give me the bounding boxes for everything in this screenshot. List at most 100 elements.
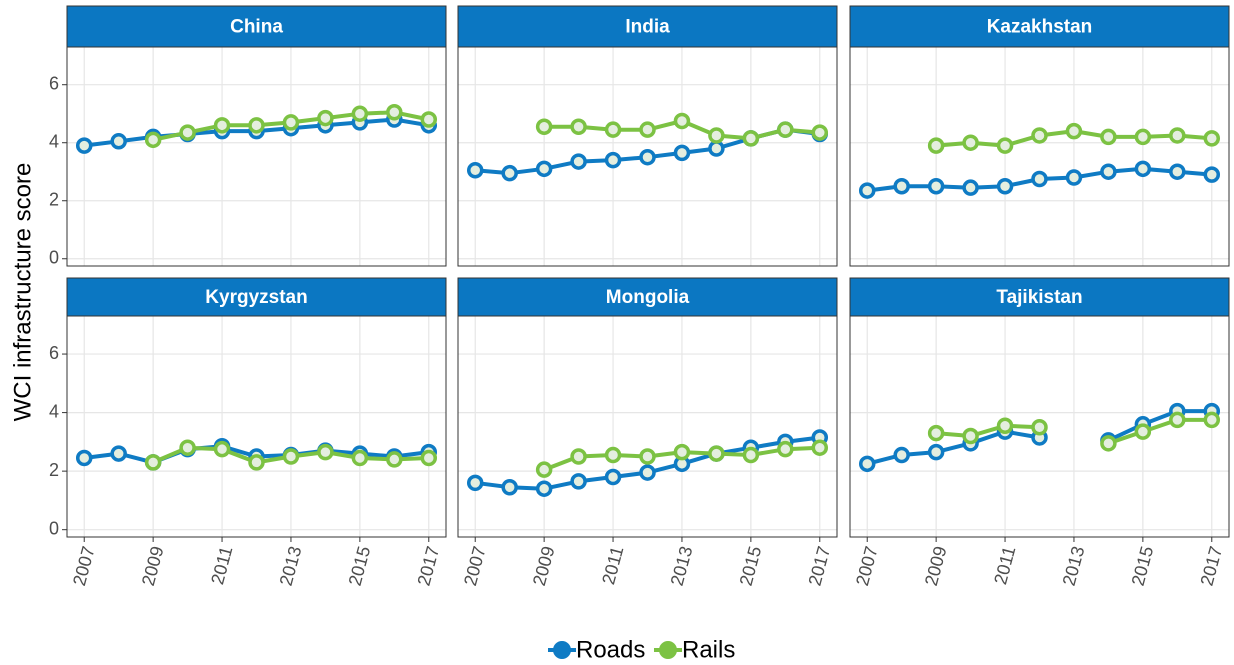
data-point: [420, 449, 438, 467]
data-point: [1100, 435, 1117, 452]
data-point: [1031, 170, 1048, 188]
data-point: [386, 104, 403, 121]
data-point: [604, 121, 622, 138]
data-point: [466, 162, 484, 179]
data-point: [1031, 127, 1048, 144]
data-point: [144, 454, 162, 471]
x-tick-label: 2011: [207, 544, 236, 587]
data-point: [777, 121, 794, 138]
data-point: [639, 464, 656, 481]
data-point: [927, 177, 945, 195]
data-point: [1031, 418, 1048, 436]
y-tick-label: 2: [49, 460, 59, 480]
data-point: [248, 454, 265, 471]
data-point: [386, 451, 403, 468]
data-point: [927, 443, 945, 461]
x-tick-label: 2011: [990, 544, 1019, 587]
facet-title: Mongolia: [606, 287, 690, 308]
x-tick-label: 2009: [529, 544, 559, 588]
facet-strip: [457, 5, 838, 48]
data-point: [179, 439, 196, 456]
data-point: [282, 448, 300, 465]
x-tick-label: 2017: [805, 544, 835, 588]
x-tick-label: 2015: [736, 544, 766, 588]
panel-background: [850, 47, 1229, 266]
y-tick-label: 6: [49, 73, 59, 93]
data-point: [1169, 411, 1186, 429]
y-tick-label: 4: [49, 401, 59, 421]
facet-strip: [66, 5, 447, 48]
data-point: [927, 424, 945, 442]
data-point: [962, 134, 979, 151]
x-tick-label: 2015: [1128, 544, 1158, 588]
data-point: [1100, 128, 1117, 146]
data-point: [570, 448, 587, 465]
series-line: [935, 417, 1212, 446]
data-point: [996, 417, 1014, 435]
x-tick-label: 2007: [460, 544, 490, 588]
data-point: [213, 440, 231, 458]
facet-title: China: [230, 17, 283, 38]
facet-strip: [849, 277, 1230, 317]
data-point: [535, 160, 553, 178]
x-tick-label: 2017: [1197, 544, 1227, 588]
x-tick-label: 2013: [276, 544, 306, 588]
data-point: [317, 443, 334, 461]
data-point: [673, 112, 691, 130]
data-point: [1134, 423, 1152, 440]
data-point: [811, 124, 829, 141]
x-tick-label: 2009: [921, 544, 951, 588]
data-point: [893, 446, 910, 464]
panel-background: [67, 47, 446, 266]
y-axis-label: WCI infrastructure score: [9, 163, 36, 422]
data-point: [535, 461, 553, 478]
data-point: [1169, 127, 1186, 144]
data-point: [996, 137, 1014, 154]
data-point: [962, 179, 979, 196]
data-point: [570, 153, 587, 170]
data-point: [639, 121, 656, 138]
data-point: [351, 105, 369, 122]
facet-title: Kazakhstan: [987, 17, 1093, 38]
data-point: [535, 118, 553, 136]
data-point: [708, 140, 725, 157]
facet-strip: [66, 277, 447, 317]
data-point: [1100, 163, 1117, 180]
data-point: [708, 127, 725, 144]
data-point: [1065, 169, 1083, 186]
facet-strip: [849, 5, 1230, 48]
x-tick-label: 2017: [414, 544, 444, 588]
data-point: [179, 124, 196, 141]
data-point: [1203, 166, 1221, 183]
data-point: [1203, 130, 1221, 147]
x-tick-label: 2007: [69, 544, 99, 588]
data-point: [604, 468, 622, 486]
legend-key-point: [553, 641, 571, 659]
data-point: [604, 151, 622, 169]
data-point: [673, 443, 691, 461]
data-point: [927, 137, 945, 154]
x-tick-label: 2009: [138, 544, 168, 588]
data-point: [858, 182, 876, 199]
facet-strip: [457, 277, 838, 317]
data-point: [110, 445, 127, 462]
legend-label: Roads: [576, 636, 645, 663]
data-point: [420, 111, 438, 128]
facet-title: Tajikistan: [996, 287, 1082, 308]
facet-title: Kyrgyzstan: [205, 287, 307, 308]
y-tick-label: 4: [49, 131, 59, 151]
y-tick-label: 0: [49, 518, 59, 538]
y-tick-label: 6: [49, 343, 59, 363]
data-point: [501, 478, 518, 496]
data-point: [777, 440, 794, 458]
data-point: [962, 427, 979, 445]
data-point: [708, 445, 725, 462]
data-point: [742, 446, 760, 464]
data-point: [1169, 163, 1186, 180]
data-point: [673, 144, 691, 162]
y-tick-label: 0: [49, 247, 59, 267]
data-point: [248, 117, 265, 134]
data-point: [501, 164, 518, 182]
x-tick-label: 2013: [667, 544, 697, 588]
